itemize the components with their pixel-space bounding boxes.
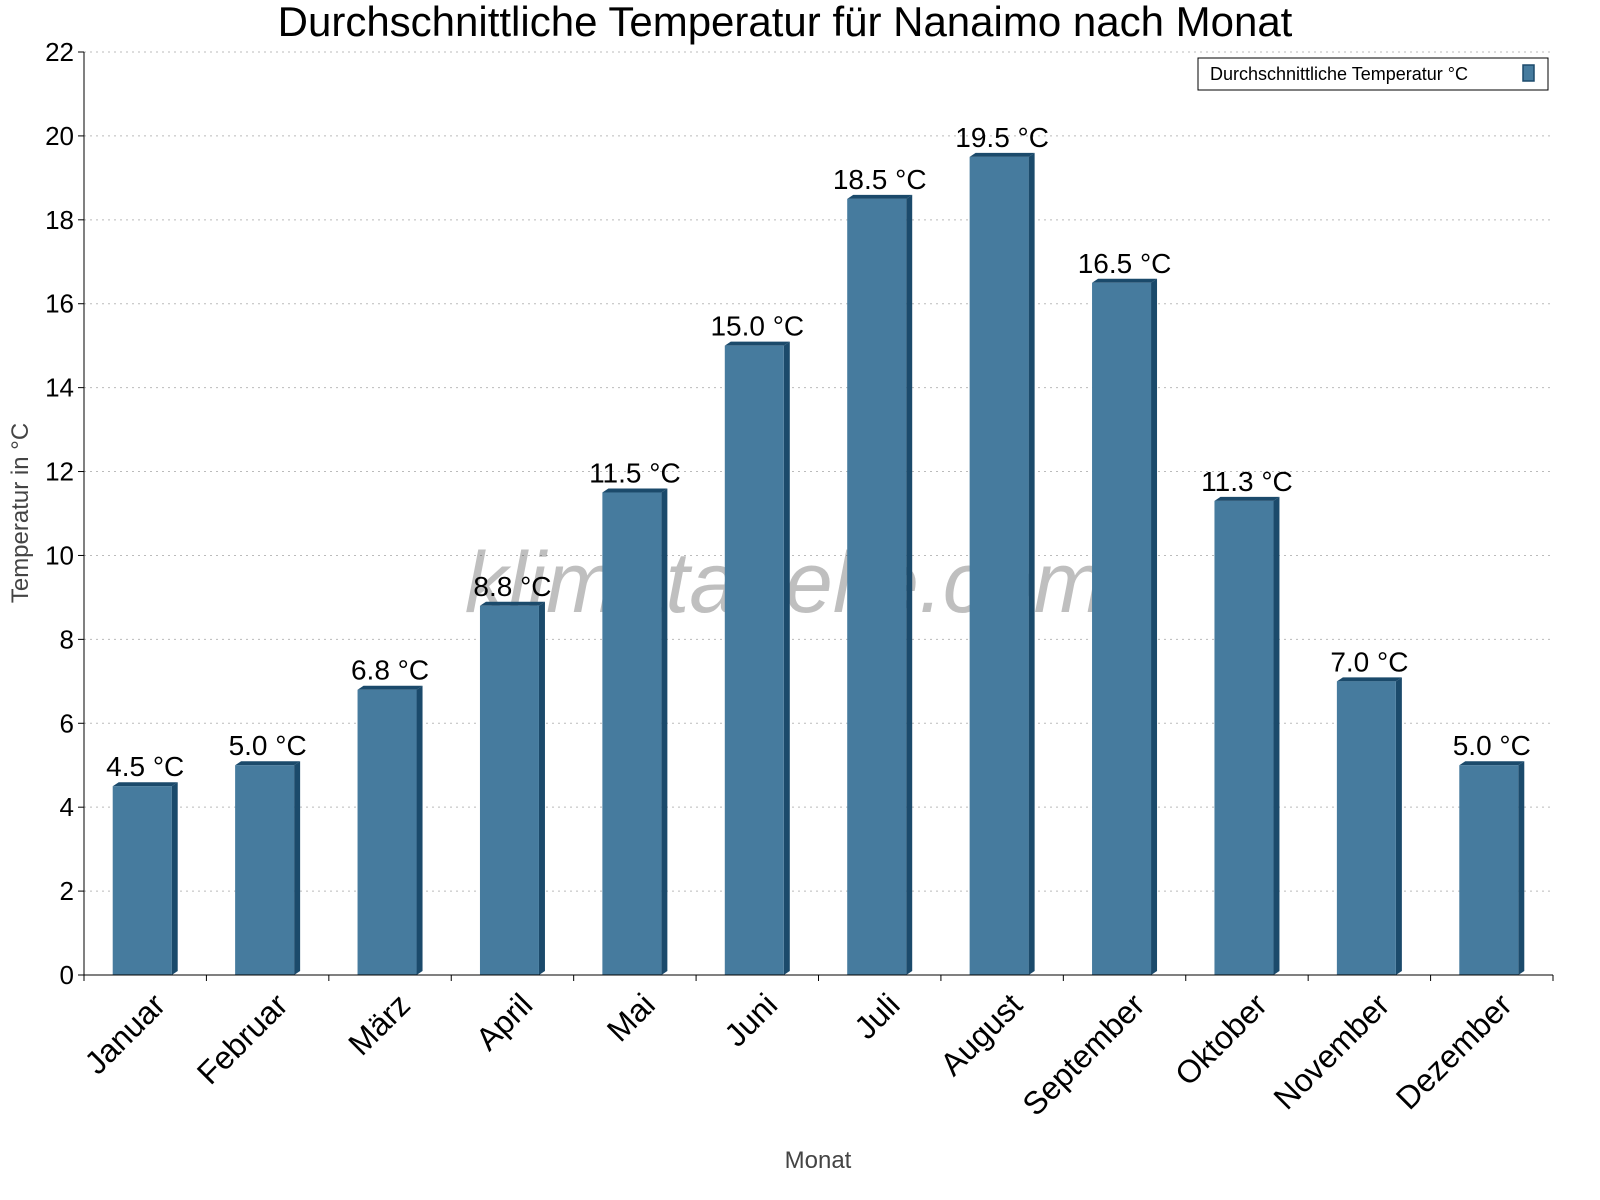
bar — [602, 492, 662, 975]
bar-group: 11.5 °C — [589, 458, 681, 975]
y-tick-label: 0 — [60, 960, 74, 990]
bar — [1214, 500, 1274, 975]
y-tick-label: 20 — [45, 121, 74, 151]
y-axis-label: Temperatur in °C — [7, 423, 34, 603]
x-tick-label: Mai — [600, 986, 662, 1048]
bar-group: 8.8 °C — [473, 571, 552, 975]
bar-group: 7.0 °C — [1330, 646, 1408, 975]
x-tick-label: Februar — [190, 986, 295, 1091]
bar-side — [1151, 278, 1158, 975]
bar-top — [112, 782, 178, 787]
bar-side — [1273, 496, 1280, 975]
bar — [112, 786, 172, 975]
bar — [357, 689, 417, 975]
bar-side — [171, 782, 178, 975]
bar-side — [538, 601, 545, 975]
y-tick-label: 18 — [45, 205, 74, 235]
legend: Durchschnittliche Temperatur °C — [1197, 57, 1549, 91]
bar-group: 19.5 °C — [955, 122, 1049, 976]
data-label: 7.0 °C — [1330, 646, 1408, 677]
x-tick-label: September — [1015, 986, 1151, 1122]
bar-group: 4.5 °C — [106, 751, 184, 975]
data-label: 11.3 °C — [1201, 466, 1293, 497]
y-tick-label: 12 — [45, 457, 74, 487]
bar-top — [1459, 761, 1525, 766]
data-label: 19.5 °C — [955, 122, 1049, 153]
y-tick-label: 8 — [60, 624, 74, 654]
bar — [969, 156, 1029, 976]
bar-top — [235, 761, 301, 766]
bar — [1092, 282, 1152, 975]
x-tick-label: April — [469, 986, 540, 1057]
bar-group: 6.8 °C — [351, 655, 429, 975]
bar — [1459, 765, 1519, 975]
x-tick-label: August — [933, 986, 1029, 1082]
data-label: 15.0 °C — [710, 311, 804, 342]
data-label: 11.5 °C — [589, 458, 681, 489]
y-tick-label: 6 — [60, 708, 74, 738]
bar-side — [1028, 152, 1035, 976]
bar-top — [724, 341, 790, 346]
bar-top — [1336, 677, 1402, 682]
bar-side — [906, 194, 913, 975]
x-tick-label: Dezember — [1389, 986, 1519, 1116]
y-tick-label: 14 — [45, 373, 74, 403]
y-tick-label: 16 — [45, 289, 74, 319]
x-axis-label: Monat — [785, 1147, 852, 1174]
x-tick-label: Januar — [78, 986, 173, 1081]
chart-title: Durchschnittliche Temperatur für Nanaimo… — [278, 0, 1293, 45]
data-label: 18.5 °C — [833, 164, 927, 195]
y-tick-label: 22 — [45, 37, 74, 67]
legend-swatch — [1522, 64, 1535, 82]
bar-side — [783, 341, 790, 975]
x-tick-label: März — [341, 986, 417, 1062]
data-label: 16.5 °C — [1078, 248, 1172, 279]
gridlines — [84, 51, 1553, 892]
x-tick-label: November — [1266, 986, 1396, 1116]
data-label: 8.8 °C — [473, 571, 551, 602]
x-tick-label: Juli — [847, 986, 906, 1045]
bar-side — [416, 685, 423, 975]
bar — [1336, 681, 1396, 975]
bar — [847, 198, 907, 975]
bar — [479, 605, 539, 975]
bars: 4.5 °C 5.0 °C 6.8 °C 8.8 °C 11.5 °C 15.0 °C 18… — [106, 122, 1531, 976]
bar-group: 5.0 °C — [229, 730, 307, 975]
data-label: 6.8 °C — [351, 655, 429, 686]
bar — [235, 765, 295, 975]
bar-side — [1395, 677, 1402, 975]
bar-top — [479, 601, 545, 606]
bar-top — [1092, 278, 1158, 283]
bar-side — [661, 488, 668, 975]
y-tick-label: 4 — [60, 792, 74, 822]
data-label: 5.0 °C — [1453, 730, 1531, 761]
bar-group: 5.0 °C — [1453, 730, 1531, 975]
bar-group: 16.5 °C — [1078, 248, 1172, 975]
x-tick-label: Oktober — [1168, 986, 1274, 1092]
data-label: 5.0 °C — [229, 730, 307, 761]
legend-label: Durchschnittliche Temperatur °C — [1210, 64, 1468, 84]
bar-top — [602, 488, 668, 493]
bar-group: 11.3 °C — [1201, 466, 1293, 975]
bar-top — [969, 152, 1035, 157]
bar-group: 18.5 °C — [833, 164, 927, 975]
y-tick-label: 2 — [60, 876, 74, 906]
bar-group: 15.0 °C — [710, 311, 804, 975]
bar-top — [1214, 496, 1280, 501]
y-tick-label: 10 — [45, 540, 74, 570]
bar-top — [847, 194, 913, 199]
data-label: 4.5 °C — [106, 751, 184, 782]
x-tick-label: Juni — [717, 986, 784, 1053]
bar-side — [1518, 761, 1525, 975]
bar-top — [357, 685, 423, 690]
bar-side — [294, 761, 301, 975]
bar — [724, 345, 784, 975]
